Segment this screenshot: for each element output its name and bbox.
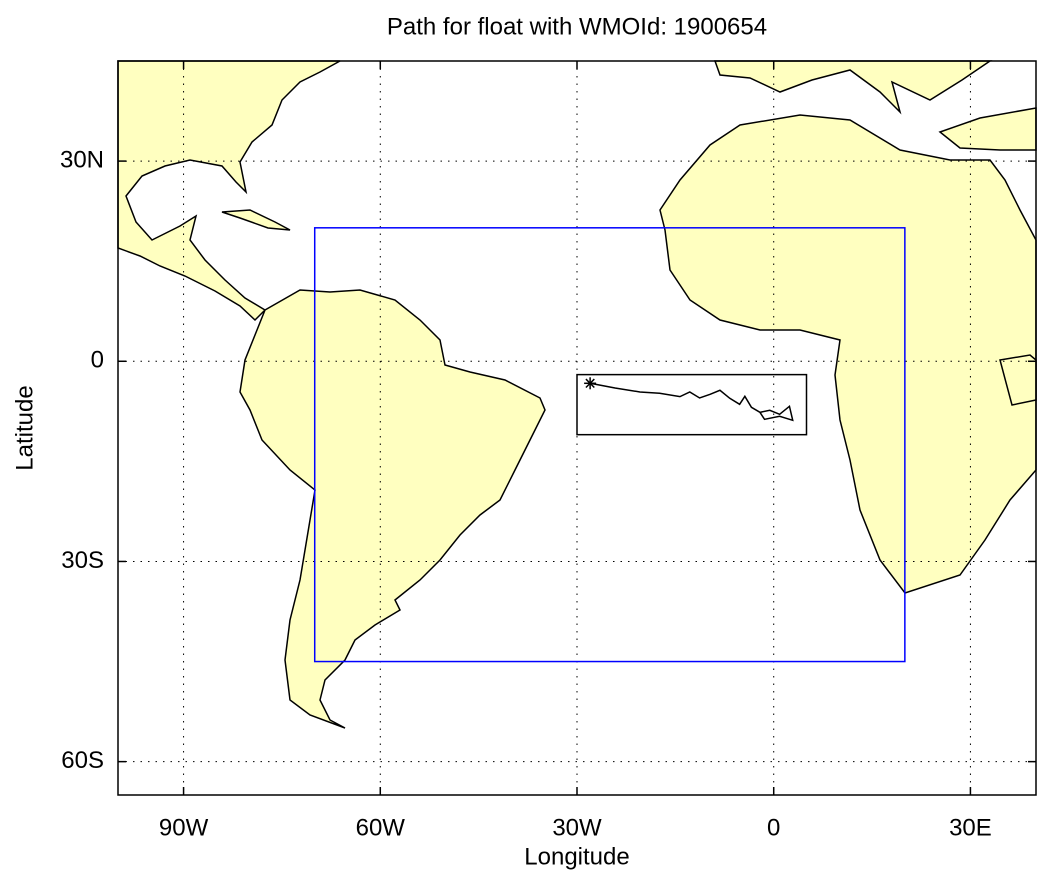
x-tick-label: 30W (552, 814, 602, 841)
y-tick-label: 60S (61, 747, 104, 774)
x-tick-label: 30E (949, 814, 992, 841)
y-axis-label: Latitude (11, 385, 38, 470)
start-marker (585, 378, 595, 389)
cuba (221, 209, 291, 231)
europe (713, 60, 993, 115)
x-tick-label: 90W (159, 814, 209, 841)
x-tick-label: 0 (767, 814, 780, 841)
region-box (576, 373, 808, 436)
y-tick-label: 30N (60, 146, 104, 173)
y-tick-label: 0 (91, 347, 104, 374)
x-axis-label: Longitude (524, 843, 629, 870)
x-tick-label: 60W (356, 814, 406, 841)
south-america (239, 289, 546, 729)
y-tick-label: 30S (61, 547, 104, 574)
region-box (313, 227, 906, 663)
north-america (117, 60, 341, 322)
land (117, 60, 1037, 729)
africa (659, 114, 1037, 594)
float-path (589, 382, 794, 422)
chart-title: Path for float with WMOId: 1900654 (387, 13, 767, 40)
